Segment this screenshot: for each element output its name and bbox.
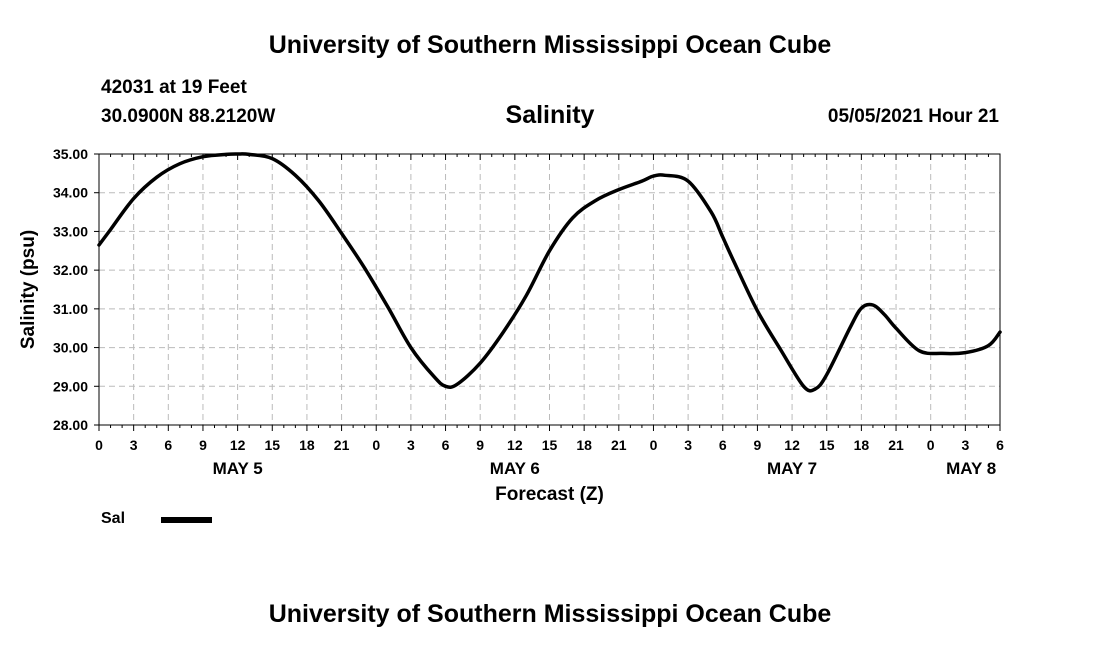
x-tick-label: 21 (888, 437, 904, 453)
data-point (433, 376, 435, 378)
data-point (814, 388, 816, 390)
data-point (964, 352, 966, 354)
data-point (722, 236, 724, 238)
data-point (999, 331, 1001, 333)
y-tick-label: 33.00 (53, 223, 88, 239)
data-point (687, 180, 689, 182)
data-point (860, 307, 862, 309)
x-tick-label: 6 (442, 437, 450, 453)
data-point (110, 228, 112, 230)
data-point (387, 306, 389, 308)
data-point (733, 261, 735, 263)
data-point (572, 217, 574, 219)
x-tick-label: 3 (961, 437, 969, 453)
data-point (872, 304, 874, 306)
date-label: MAY 8 (946, 459, 996, 478)
chart-title: Salinity (505, 101, 595, 129)
y-tick-label: 28.00 (53, 417, 88, 433)
data-point (479, 362, 481, 364)
footer-title: University of Southern Mississippi Ocean… (268, 600, 832, 628)
data-point (364, 267, 366, 269)
data-point (133, 198, 135, 200)
data-point (652, 175, 654, 177)
x-tick-label: 9 (476, 437, 484, 453)
data-point (248, 153, 250, 155)
x-tick-label: 3 (407, 437, 415, 453)
data-point (803, 385, 805, 387)
date-label: MAY 6 (490, 459, 540, 478)
x-tick-label: 12 (507, 437, 523, 453)
y-tick-label: 32.00 (53, 262, 88, 278)
data-point (549, 250, 550, 252)
data-point (271, 158, 273, 160)
data-point (987, 345, 989, 347)
data-point (525, 294, 527, 296)
data-point (502, 331, 504, 333)
date-label: MAY 5 (213, 459, 263, 478)
data-point (918, 350, 920, 352)
x-tick-label: 6 (164, 437, 172, 453)
page-title: University of Southern Mississippi Ocean… (268, 31, 832, 59)
x-tick-label: 0 (650, 437, 658, 453)
data-point (595, 199, 597, 201)
data-point (237, 153, 239, 155)
x-tick-label: 15 (264, 437, 280, 453)
x-tick-label: 0 (927, 437, 935, 453)
x-tick-label: 15 (542, 437, 558, 453)
series-line-sal (97, 152, 1002, 393)
x-tick-label: 9 (754, 437, 762, 453)
data-point (225, 153, 227, 155)
data-point (883, 314, 885, 316)
x-tick-label: 21 (334, 437, 350, 453)
legend-line-swatch (161, 517, 212, 523)
x-tick-label: 18 (854, 437, 870, 453)
data-point (895, 327, 897, 329)
data-point (780, 349, 782, 351)
data-point (202, 156, 204, 158)
forecast-datetime: 05/05/2021 Hour 21 (827, 106, 999, 127)
data-point (341, 232, 343, 234)
x-tick-label: 0 (95, 437, 103, 453)
data-point (294, 174, 296, 176)
x-tick-label: 3 (130, 437, 138, 453)
y-axis-title: Salinity (psu) (18, 230, 39, 349)
x-tick-label: 6 (719, 437, 727, 453)
data-point (156, 176, 158, 178)
coordinates-label: 30.0900N 88.2120W (101, 106, 276, 127)
data-point (618, 189, 620, 191)
data-point (849, 327, 851, 329)
x-tick-label: 21 (611, 437, 627, 453)
x-tick-label: 15 (819, 437, 835, 453)
data-point (941, 352, 943, 354)
data-point (410, 347, 412, 349)
y-tick-label: 29.00 (53, 378, 88, 394)
data-point (445, 385, 447, 387)
data-point (179, 163, 181, 165)
y-tick-label: 35.00 (53, 146, 88, 162)
station-label: 42031 at 19 Feet (101, 77, 247, 98)
x-tick-label: 18 (299, 437, 315, 453)
x-tick-label: 12 (784, 437, 800, 453)
y-tick-label: 30.00 (53, 340, 88, 356)
data-point (710, 211, 712, 213)
date-label: MAY 7 (767, 459, 817, 478)
x-tick-label: 3 (684, 437, 692, 453)
data-point (456, 383, 458, 385)
y-tick-label: 31.00 (53, 301, 88, 317)
x-tick-label: 9 (199, 437, 207, 453)
data-point (756, 310, 758, 312)
x-tick-label: 6 (996, 437, 1004, 453)
x-axis-title: Forecast (Z) (495, 484, 604, 505)
data-point (98, 244, 100, 246)
data-point (317, 199, 319, 201)
y-tick-label: 34.00 (53, 185, 88, 201)
data-point (641, 180, 643, 182)
x-tick-label: 18 (576, 437, 592, 453)
data-point (664, 174, 666, 176)
x-tick-label: 12 (230, 437, 246, 453)
data-point (826, 374, 828, 376)
legend-label: Sal (101, 510, 126, 527)
x-tick-label: 0 (372, 437, 380, 453)
